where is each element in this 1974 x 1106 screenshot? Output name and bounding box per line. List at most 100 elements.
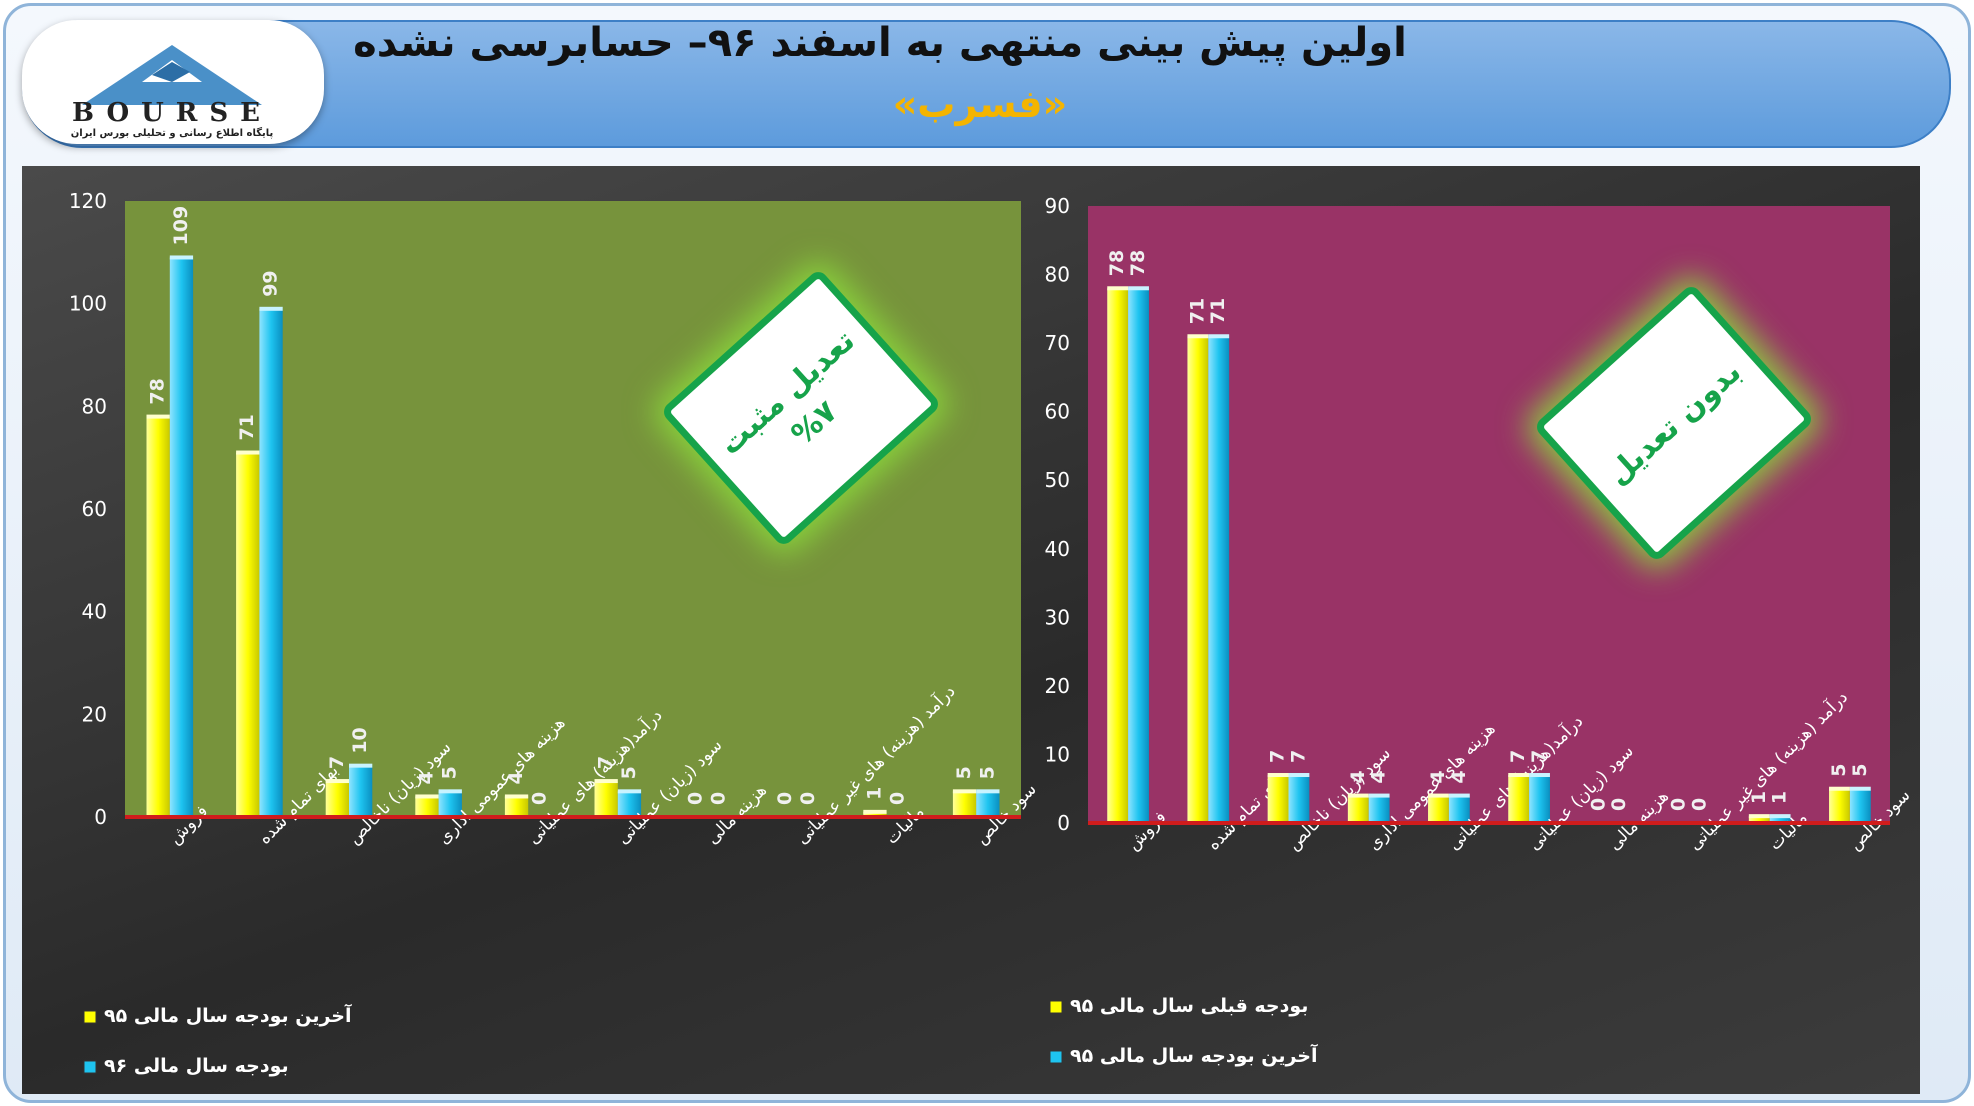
bar [146, 416, 170, 817]
bar-cap [617, 789, 642, 794]
bar [1829, 788, 1850, 823]
legend-marker [83, 1010, 97, 1024]
badge-left-line1: تعدیل مثبت [712, 323, 862, 463]
data-label: 78 [1106, 250, 1128, 276]
bar-cap [1347, 793, 1369, 798]
bar [1187, 336, 1209, 823]
badge-right-line1: بدون تعدیل [1600, 354, 1748, 492]
y-tick-label: 60 [1045, 400, 1070, 424]
bar-cap [169, 255, 194, 260]
data-label: 4 [1427, 770, 1449, 783]
data-label: 4 [505, 771, 527, 784]
bar-cap [325, 779, 349, 784]
y-tick-label: 40 [1045, 537, 1070, 561]
bar-cap [1448, 793, 1470, 798]
bar [1347, 795, 1369, 823]
bar-cap [504, 794, 529, 799]
bar [1508, 775, 1530, 823]
y-tick-label: 70 [1045, 331, 1070, 355]
bar-cap [1529, 773, 1550, 778]
bar-cap [1288, 773, 1310, 778]
logo-text: BOURSE [72, 98, 272, 128]
bar [349, 765, 373, 817]
data-label: 4 [1448, 770, 1470, 783]
y-tick-label: 120 [69, 189, 107, 213]
bar [169, 257, 194, 817]
data-label: 0 [1587, 798, 1609, 811]
data-label: 1 [863, 787, 885, 800]
data-label: 78 [1127, 250, 1149, 276]
data-label: 4 [1347, 770, 1369, 783]
bar-cap [976, 789, 1000, 794]
bar-cap [1829, 786, 1850, 791]
data-label: 0 [887, 792, 909, 805]
data-label: 1 [1769, 791, 1791, 804]
y-tick-label: 60 [82, 497, 107, 521]
bar [594, 781, 618, 817]
logo: BOURSE پایگاه اطلاع رسانی و تحلیلی بورس … [22, 20, 324, 144]
bar-cap [1769, 814, 1791, 819]
bar [325, 781, 349, 817]
data-label: 0 [1608, 798, 1630, 811]
bar [236, 452, 260, 817]
y-tick-label: 40 [82, 600, 107, 624]
charts-panel: 0 20 40 60 80 100 120 78 109 فروش 71 99 بهای تمام شد… [22, 166, 1920, 1094]
legend-label: آخرین بودجه سال مالی ۹۵ [104, 1003, 352, 1027]
bar [438, 791, 462, 817]
bar-cap [415, 794, 439, 799]
y-tick-label: 10 [1045, 742, 1070, 766]
bar-cap [349, 763, 373, 768]
bar-cap [1107, 286, 1129, 291]
data-label: 71 [236, 414, 258, 440]
logo-tagline: پایگاه اطلاع رسانی و تحلیلی بورس ایران [70, 128, 274, 139]
bar-cap [1187, 334, 1209, 339]
page-title: اولین پیش بینی منتهی به اسفند ۹۶– حسابرس… [353, 20, 1407, 66]
bar-cap [146, 414, 170, 419]
data-label: 0 [684, 792, 706, 805]
data-label: 1 [1748, 791, 1770, 804]
bar [863, 811, 887, 817]
data-label: 5 [1828, 763, 1850, 776]
data-label: 0 [1688, 798, 1710, 811]
y-tick-label: 20 [82, 702, 107, 726]
data-label: 7 [1528, 750, 1550, 763]
bar [1849, 788, 1871, 823]
bar-cap [438, 789, 462, 794]
data-label: 5 [1849, 763, 1871, 776]
y-tick-label: 20 [1045, 674, 1070, 698]
legend-label: بودجه قبلی سال مالی ۹۵ [1070, 995, 1308, 1017]
data-label: 71 [1186, 298, 1208, 324]
data-label: 78 [147, 378, 169, 404]
data-label: 7 [1507, 750, 1529, 763]
y-tick-label: 90 [1045, 194, 1070, 218]
y-tick-label: 30 [1045, 605, 1070, 629]
bar-cap [1428, 793, 1449, 798]
data-label: 0 [708, 792, 730, 805]
bar [976, 791, 1000, 817]
bar-cap [1849, 786, 1871, 791]
legend-marker [1049, 1050, 1063, 1064]
bar [1769, 816, 1791, 823]
data-label: 99 [260, 270, 282, 296]
y-tick-label: 80 [82, 394, 107, 418]
y-tick-label: 50 [1045, 468, 1070, 492]
data-label: 4 [1368, 770, 1390, 783]
y-tick-label: 0 [1057, 811, 1070, 835]
bar [1448, 795, 1470, 823]
data-label: 4 [415, 771, 437, 784]
bar [1208, 336, 1230, 823]
data-label: 0 [1668, 798, 1690, 811]
bar-cap [1208, 334, 1230, 339]
bar [1428, 795, 1449, 823]
data-label: 7 [595, 756, 617, 769]
bar [1748, 816, 1770, 823]
bar-cap [1368, 793, 1390, 798]
y-tick-label: 0 [94, 805, 107, 829]
bar-cap [952, 789, 977, 794]
data-label: 0 [528, 792, 550, 805]
data-label: 7 [326, 756, 348, 769]
data-label: 0 [774, 792, 796, 805]
data-label: 5 [953, 766, 975, 779]
bar-cap [1748, 814, 1770, 819]
